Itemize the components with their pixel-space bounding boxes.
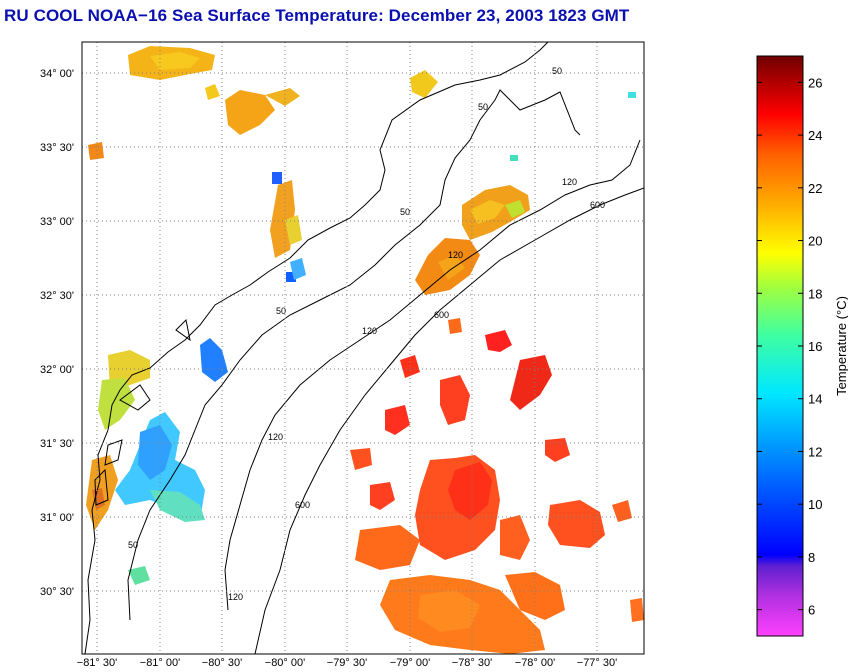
colorbar-tick-label: 20 (808, 234, 822, 249)
map-title: RU COOL NOAA−16 Sea Surface Temperature:… (4, 6, 630, 25)
lat-tick-label: 31° 30' (40, 438, 74, 450)
contour-label-120: 120 (448, 250, 463, 260)
graticule (82, 42, 644, 654)
latitude-axis: 34° 00' 33° 30' 33° 00' 32° 30' 32° 00' … (40, 68, 74, 598)
contour-label-50: 50 (400, 207, 410, 217)
contour-label-600: 600 (434, 310, 449, 320)
lon-tick-label: −79° 00' (390, 657, 430, 669)
colorbar-tick-label: 8 (808, 550, 815, 565)
lon-tick-label: −81° 30' (77, 657, 117, 669)
colorbar-tick-label: 26 (808, 75, 822, 90)
lon-tick-label: −78° 00' (515, 657, 555, 669)
colorbar-tick-label: 14 (808, 392, 822, 407)
lon-tick-label: −80° 00' (265, 657, 305, 669)
map-frame (81, 41, 645, 655)
colorbar-label: Temperature (°C) (834, 296, 848, 396)
lat-tick-label: 32° 00' (40, 364, 74, 376)
colorbar-tick-label: 24 (808, 128, 822, 143)
contour-label-120: 120 (362, 326, 377, 336)
lon-tick-label: −77° 30' (577, 657, 617, 669)
lon-tick-label: −81° 00' (140, 657, 180, 669)
lat-tick-label: 33° 00' (40, 216, 74, 228)
lat-tick-label: 30° 30' (40, 586, 74, 598)
colorbar-tick-label: 6 (808, 603, 815, 618)
longitude-axis: −81° 30' −81° 00' −80° 30' −80° 00' −79°… (77, 657, 617, 669)
contour-label-50: 50 (128, 540, 138, 550)
contour-label-120: 120 (228, 592, 243, 602)
lat-tick-label: 34° 00' (40, 68, 74, 80)
isobath-600m (254, 187, 644, 654)
contour-label-120: 120 (562, 177, 577, 187)
colorbar-tick-label: 12 (808, 444, 822, 459)
colorbar-tick-label: 16 (808, 339, 822, 354)
isobath-120m (224, 139, 641, 611)
lon-tick-label: −78° 30' (452, 657, 492, 669)
lat-tick-label: 32° 30' (40, 290, 74, 302)
colorbar-tick-label: 10 (808, 497, 822, 512)
sst-data-layer (86, 46, 644, 654)
colorbar-tick-label: 18 (808, 286, 822, 301)
contour-label-50: 50 (552, 66, 562, 76)
contour-label-120: 120 (268, 432, 283, 442)
contour-label-600: 600 (295, 500, 310, 510)
lat-tick-label: 31° 00' (40, 512, 74, 524)
coastline (84, 42, 549, 654)
isobath-50m (127, 89, 581, 621)
contour-label-50: 50 (478, 102, 488, 112)
colorbar-gradient (756, 55, 804, 637)
contour-label-50: 50 (276, 306, 286, 316)
colorbar-tick-label: 22 (808, 181, 822, 196)
lon-tick-label: −79° 30' (327, 657, 367, 669)
contour-label-600: 600 (590, 200, 605, 210)
lat-tick-label: 33° 30' (40, 142, 74, 154)
lon-tick-label: −80° 30' (202, 657, 242, 669)
colorbar: 26 24 22 20 18 16 14 12 10 8 6 Temperature (°C) (756, 55, 848, 637)
